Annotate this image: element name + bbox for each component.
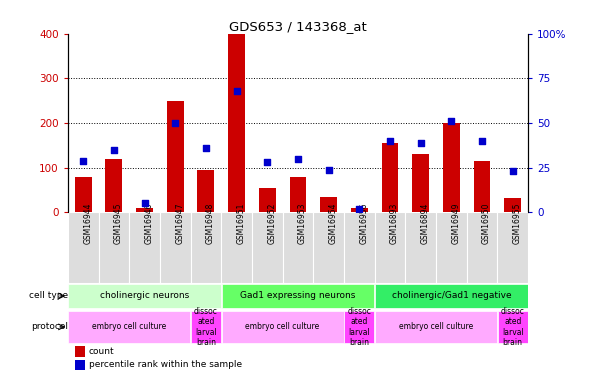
Bar [467, 212, 497, 283]
Text: GSM16946: GSM16946 [145, 202, 153, 244]
Point [293, 156, 303, 162]
Bar [290, 177, 306, 212]
Text: embryo cell culture: embryo cell culture [245, 322, 320, 332]
Bar [198, 170, 214, 212]
Bar [259, 188, 276, 212]
Bar [443, 123, 460, 212]
Text: dissoc
ated
larval
brain: dissoc ated larval brain [501, 307, 525, 347]
Title: GDS653 / 143368_at: GDS653 / 143368_at [229, 20, 367, 33]
Text: GSM16949: GSM16949 [451, 202, 460, 244]
Bar [283, 212, 313, 283]
Text: GSM16945: GSM16945 [114, 202, 123, 244]
Point [477, 138, 487, 144]
Bar [68, 284, 221, 308]
Bar [375, 311, 497, 343]
Bar [405, 212, 436, 283]
Bar [504, 198, 521, 212]
Bar [99, 212, 129, 283]
Bar [498, 311, 527, 343]
Text: GSM16944: GSM16944 [83, 202, 92, 244]
Point [385, 138, 395, 144]
Point [201, 145, 211, 151]
Text: GSM16951: GSM16951 [237, 202, 245, 244]
Text: protocol: protocol [31, 322, 68, 332]
Point [171, 120, 180, 126]
Text: cholinergic/Gad1 negative: cholinergic/Gad1 negative [392, 291, 511, 300]
Bar [345, 311, 374, 343]
Text: GSM16948: GSM16948 [206, 202, 215, 244]
Text: GSM16953: GSM16953 [298, 202, 307, 244]
Bar [497, 212, 528, 283]
Bar [191, 212, 221, 283]
Text: GSM16893: GSM16893 [390, 202, 399, 244]
Text: GSM16947: GSM16947 [175, 202, 184, 244]
Text: dissoc
ated
larval
brain: dissoc ated larval brain [194, 307, 218, 347]
Point [263, 159, 272, 165]
Bar [412, 154, 429, 212]
Point [324, 166, 333, 172]
Bar [75, 346, 85, 357]
Point [355, 206, 364, 212]
Bar [344, 212, 375, 283]
Point [447, 118, 456, 124]
Text: Gad1 expressing neurons: Gad1 expressing neurons [240, 291, 356, 300]
Bar [75, 177, 91, 212]
Bar [129, 212, 160, 283]
Text: count: count [88, 347, 114, 356]
Text: GSM16956: GSM16956 [359, 202, 368, 244]
Text: embryo cell culture: embryo cell culture [399, 322, 473, 332]
Bar [75, 360, 85, 370]
Point [416, 140, 425, 146]
Point [140, 201, 149, 207]
Text: GSM16950: GSM16950 [482, 202, 491, 244]
Bar [436, 212, 467, 283]
Bar [68, 311, 190, 343]
Point [232, 88, 241, 94]
Point [78, 158, 88, 164]
Bar [228, 34, 245, 212]
Text: cell type: cell type [29, 291, 68, 300]
Text: GSM16954: GSM16954 [329, 202, 337, 244]
Bar [252, 212, 283, 283]
Bar [221, 212, 252, 283]
Text: GSM16952: GSM16952 [267, 202, 276, 244]
Point [508, 168, 517, 174]
Bar [474, 161, 490, 212]
Text: GSM16955: GSM16955 [513, 202, 522, 244]
Point [109, 147, 119, 153]
Text: GSM16894: GSM16894 [421, 202, 430, 244]
Text: cholinergic neurons: cholinergic neurons [100, 291, 189, 300]
Bar [313, 212, 344, 283]
Text: percentile rank within the sample: percentile rank within the sample [88, 360, 242, 369]
Bar [375, 212, 405, 283]
Bar [351, 208, 368, 212]
Bar [320, 197, 337, 212]
Bar [222, 311, 343, 343]
Bar [160, 212, 191, 283]
Text: embryo cell culture: embryo cell culture [92, 322, 166, 332]
Bar [375, 284, 527, 308]
Bar [167, 101, 183, 212]
Bar [136, 208, 153, 212]
Bar [68, 212, 99, 283]
Bar [191, 311, 221, 343]
Bar [382, 143, 398, 212]
Bar [106, 159, 122, 212]
Bar [222, 284, 374, 308]
Text: dissoc
ated
larval
brain: dissoc ated larval brain [348, 307, 371, 347]
